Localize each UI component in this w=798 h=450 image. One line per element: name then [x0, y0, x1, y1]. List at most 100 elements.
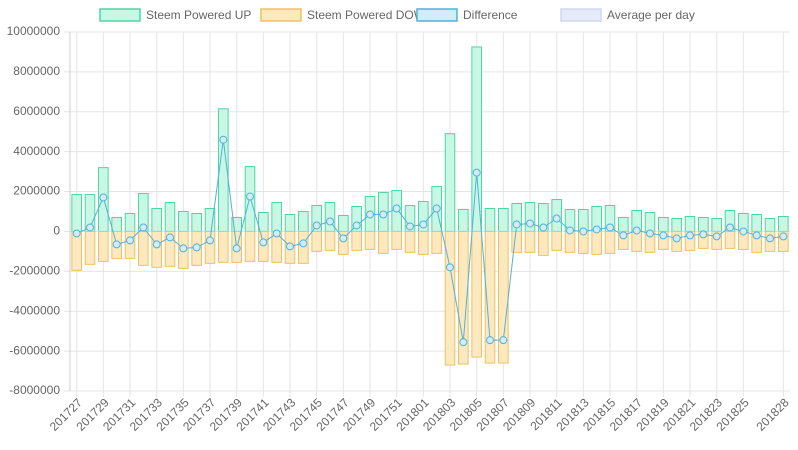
- y-tick-label: 2000000: [13, 184, 60, 198]
- x-tick-label: 201828: [753, 395, 791, 433]
- legend-label: Difference: [463, 8, 518, 22]
- point: [486, 336, 494, 345]
- point: [286, 242, 294, 251]
- bar: [218, 230, 229, 263]
- bar: [711, 217, 722, 232]
- point: [126, 236, 134, 245]
- point: [219, 135, 228, 144]
- point: [686, 231, 694, 240]
- y-tick-label: 8000000: [13, 64, 60, 78]
- bar: [284, 213, 296, 232]
- bar: [444, 133, 456, 232]
- point: [232, 244, 241, 253]
- point: [379, 210, 388, 219]
- bar: [191, 212, 202, 232]
- bar: [698, 216, 709, 232]
- bar: [204, 230, 216, 264]
- point: [659, 231, 668, 240]
- bar: [324, 230, 336, 251]
- point: [446, 263, 454, 272]
- bar: [484, 230, 496, 364]
- point: [139, 223, 148, 232]
- bar: [178, 211, 189, 232]
- point: [619, 231, 628, 240]
- point: [86, 223, 94, 232]
- bar: [551, 230, 562, 251]
- point: [539, 223, 548, 232]
- bar: [124, 212, 136, 232]
- point: [406, 222, 414, 231]
- legend-swatch: [560, 8, 602, 22]
- point: [579, 227, 588, 236]
- point: [392, 204, 401, 213]
- bar: [458, 209, 469, 232]
- point: [526, 219, 534, 228]
- y-tick-label: 6000000: [13, 104, 60, 118]
- point: [432, 204, 441, 213]
- bar: [484, 208, 496, 232]
- bar: [391, 230, 402, 250]
- legend-label: Steem Powered DOWN: [307, 8, 434, 22]
- point: [766, 234, 774, 243]
- point: [272, 229, 281, 238]
- bar: [458, 230, 469, 365]
- bar: [431, 230, 442, 254]
- point: [566, 226, 574, 235]
- legend-swatch: [260, 8, 302, 22]
- bar: [324, 202, 336, 232]
- point: [259, 238, 268, 247]
- bar: [418, 230, 429, 255]
- bar: [124, 230, 136, 259]
- point: [552, 214, 561, 223]
- point: [192, 243, 201, 252]
- bar: [671, 217, 682, 232]
- bar: [271, 202, 282, 232]
- bar: [164, 230, 176, 267]
- point: [752, 231, 761, 240]
- y-tick-label: -8000000: [9, 383, 60, 397]
- point: [472, 168, 481, 177]
- point: [699, 230, 708, 239]
- bar: [778, 230, 789, 252]
- bar: [471, 230, 482, 358]
- point: [299, 239, 308, 248]
- bar: [338, 230, 349, 255]
- point: [312, 221, 321, 230]
- point: [112, 240, 121, 249]
- point: [726, 223, 734, 232]
- point: [712, 232, 721, 241]
- point: [179, 244, 188, 253]
- bar: [338, 214, 349, 232]
- bar: [111, 216, 122, 232]
- bar: [778, 215, 789, 232]
- point: [339, 234, 348, 243]
- bar: [84, 230, 96, 265]
- point: [632, 226, 641, 235]
- point: [459, 338, 468, 347]
- point: [366, 210, 374, 219]
- point: [592, 225, 601, 234]
- point: [206, 236, 214, 245]
- y-tick-label: -4000000: [9, 303, 60, 317]
- point: [166, 233, 174, 242]
- bar: [151, 230, 162, 268]
- bar: [538, 230, 549, 256]
- point: [246, 192, 254, 201]
- bar: [511, 230, 522, 253]
- bar: [258, 211, 269, 232]
- bar: [404, 230, 416, 253]
- point: [512, 220, 521, 229]
- bar: [98, 230, 109, 262]
- point: [672, 234, 681, 243]
- legend-swatch: [416, 8, 458, 22]
- bar: [618, 216, 629, 232]
- legend-swatch: [99, 8, 141, 22]
- bar: [364, 230, 376, 250]
- bar: [151, 208, 162, 232]
- point: [152, 240, 161, 249]
- y-tick-label: -2000000: [9, 264, 60, 278]
- point: [99, 193, 108, 202]
- y-tick-label: 4000000: [13, 144, 60, 158]
- bar: [564, 230, 576, 253]
